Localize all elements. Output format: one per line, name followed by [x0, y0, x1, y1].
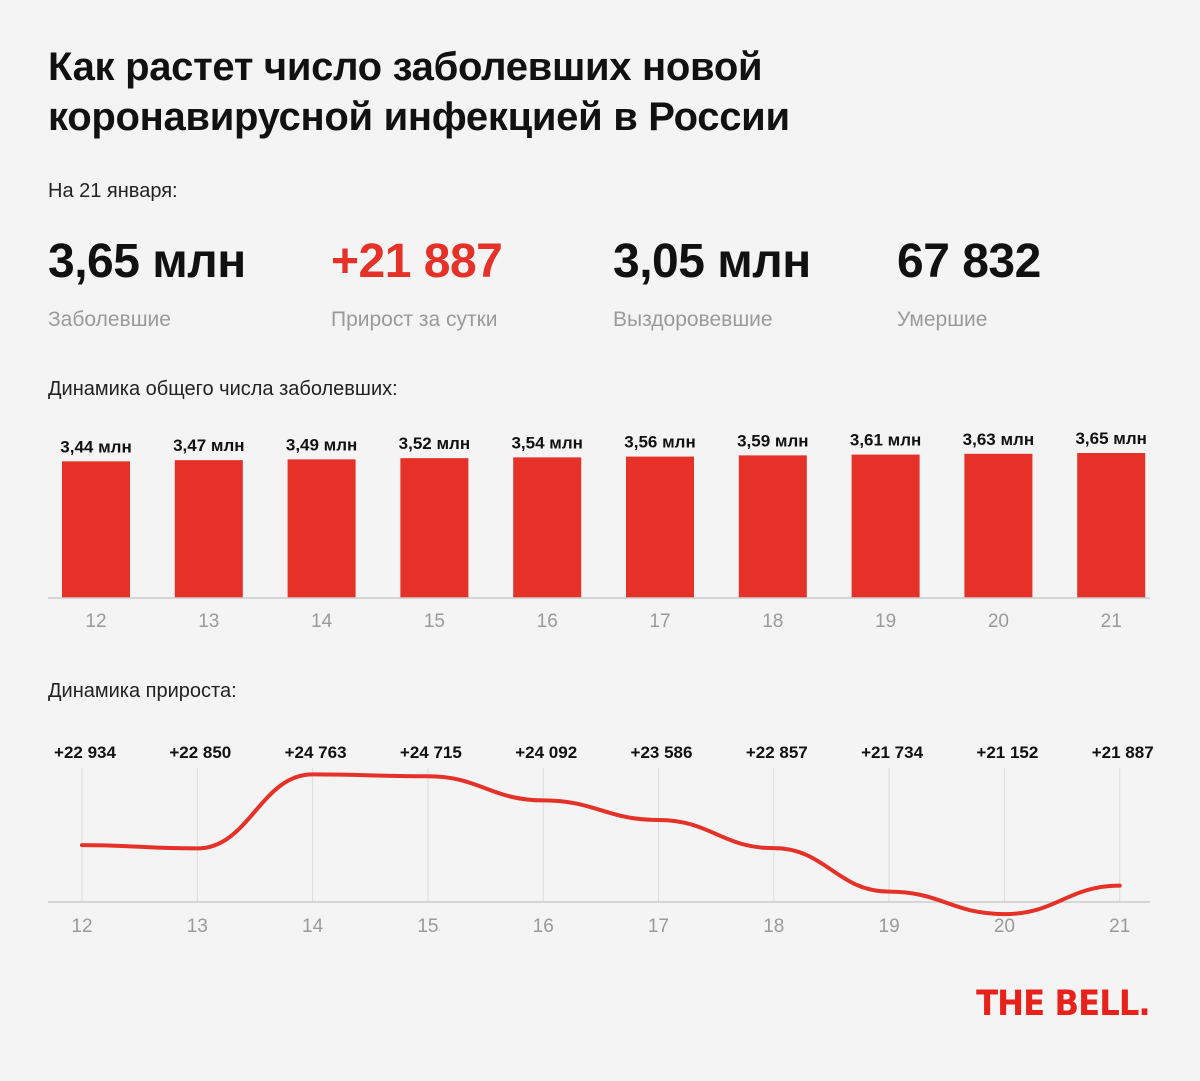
- bar-value-label: 3,49 млн: [286, 435, 357, 454]
- line-value-label: +21 887: [1092, 743, 1154, 762]
- bar-value-label: 3,56 млн: [624, 433, 695, 452]
- line-value-label: +23 586: [631, 743, 693, 762]
- stat-daily-increase-value: +21 887: [331, 235, 503, 288]
- stat-cases-label: Заболевшие: [48, 308, 171, 331]
- title-line-2: коронавирусной инфекцией в России: [48, 95, 790, 139]
- line-chart: +22 934 +22 850 +24 763 +24 715 +24 092 +23 5…: [48, 743, 1154, 937]
- line-value-label: +22 934: [54, 743, 116, 762]
- bar-value-label: 3,52 млн: [399, 434, 470, 453]
- line-value-label: +21 152: [976, 743, 1038, 762]
- the-bell-logo: THE BELL.: [976, 984, 1151, 1024]
- x-tick-label: 14: [302, 916, 324, 937]
- stat-cases: 3,65 млн Заболевшие: [48, 236, 246, 332]
- x-tick-labels: 12 13 14 15 16 17 18 19 20 21: [71, 916, 1130, 937]
- x-tick-label: 20: [988, 611, 1009, 632]
- bar-15: [400, 458, 469, 598]
- bar-18: [738, 455, 807, 598]
- x-tick-label: 15: [424, 611, 445, 632]
- stat-daily-increase: +21 887 Прирост за сутки: [331, 235, 503, 332]
- line-value-label: +22 850: [169, 743, 231, 762]
- line-value-label: +24 092: [515, 743, 577, 762]
- stat-deaths-label: Умершие: [897, 308, 988, 331]
- page-title: Как растет число заболевших новой корона…: [48, 42, 1048, 142]
- x-tick-label: 12: [85, 611, 106, 632]
- bar-14: [287, 459, 356, 598]
- stat-deaths-value: 67 832: [897, 235, 1041, 288]
- x-tick-label: 13: [198, 611, 219, 632]
- bar-17: [626, 456, 694, 598]
- x-tick-label: 13: [187, 916, 208, 937]
- stat-recovered: 3,05 млн Выздоровевшие: [613, 236, 811, 332]
- line-value-label: +24 715: [400, 743, 462, 762]
- bar-20: [964, 453, 1033, 598]
- stat-recovered-value: 3,05 млн: [613, 235, 811, 288]
- line-value-labels: +22 934 +22 850 +24 763 +24 715 +24 092 +23 5…: [54, 743, 1154, 762]
- x-tick-label: 19: [875, 611, 896, 632]
- x-tick-label: 16: [537, 611, 558, 632]
- line-value-label: +24 763: [285, 743, 347, 762]
- bar-value-label: 3,61 млн: [850, 431, 921, 450]
- bar-chart-title: Динамика общего числа заболевших:: [48, 378, 398, 400]
- x-tick-label: 20: [994, 916, 1015, 937]
- x-tick-label: 16: [533, 916, 554, 937]
- stat-cases-value: 3,65 млн: [48, 235, 246, 288]
- x-tick-label: 21: [1109, 916, 1130, 937]
- x-tick-label: 15: [417, 916, 438, 937]
- bar-chart: 3,44 млн 3,47 млн 3,49 млн 3,52 млн 3,54 млн…: [48, 429, 1150, 632]
- line-chart-title: Динамика прироста:: [48, 680, 237, 702]
- bar-value-label: 3,59 млн: [737, 431, 808, 450]
- x-tick-label: 17: [648, 916, 669, 937]
- bar-value-label: 3,63 млн: [963, 430, 1034, 449]
- bar-21: [1077, 453, 1146, 598]
- stat-deaths: 67 832 Умершие: [897, 236, 1041, 332]
- x-tick-labels: 12 13 14 15 16 17 18 19 20 21: [85, 611, 1121, 632]
- x-tick-label: 17: [649, 611, 670, 632]
- bar-value-label: 3,54 млн: [511, 433, 582, 452]
- bar-value-label: 3,44 млн: [60, 437, 131, 456]
- bar-value-label: 3,47 млн: [173, 436, 244, 455]
- line-value-label: +21 734: [861, 743, 923, 762]
- bar-16: [513, 457, 582, 598]
- stat-recovered-label: Выздоровевшие: [613, 308, 773, 331]
- stat-daily-increase-label: Прирост за сутки: [331, 308, 498, 331]
- x-tick-label: 18: [763, 916, 784, 937]
- bar-value-label: 3,65 млн: [1075, 429, 1146, 448]
- x-tick-label: 12: [71, 916, 92, 937]
- x-tick-label: 19: [879, 916, 900, 937]
- bars: [62, 453, 1146, 598]
- daily-increase-line: [80, 772, 1122, 917]
- x-tick-label: 21: [1101, 611, 1122, 632]
- x-tick-label: 18: [762, 611, 783, 632]
- vertical-gridlines: [81, 768, 1121, 902]
- title-line-1: Как растет число заболевших новой: [48, 45, 763, 89]
- x-tick-label: 14: [311, 611, 333, 632]
- bar-12: [62, 461, 130, 598]
- line-value-label: +22 857: [746, 743, 808, 762]
- bar-13: [174, 460, 243, 598]
- bar-value-labels: 3,44 млн 3,47 млн 3,49 млн 3,52 млн 3,54 млн…: [60, 429, 1147, 456]
- bar-19: [851, 454, 920, 598]
- date-label: На 21 января:: [48, 180, 178, 202]
